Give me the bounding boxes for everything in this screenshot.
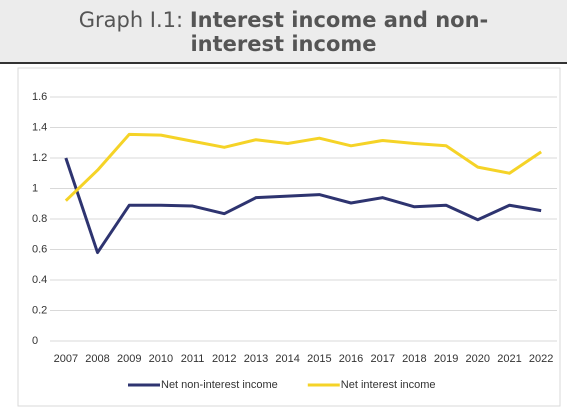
- title-text: Interest income and non-interest income: [189, 8, 489, 56]
- y-tick-label: 0: [32, 335, 38, 347]
- x-tick-label: 2022: [529, 353, 553, 365]
- line-series: [64, 157, 542, 255]
- x-tick-label: 2010: [149, 353, 173, 365]
- chart-title: Graph I.1: Interest income and non-inter…: [69, 8, 499, 56]
- y-tick-label: 1: [32, 182, 38, 194]
- x-tick-label: 2009: [117, 353, 141, 365]
- legend-label: Net non-interest income: [161, 379, 278, 391]
- x-tick-label: 2007: [54, 353, 78, 365]
- chart: 0 0.2 0.4 0.6 0.8 1 1.2 1.4 1.6 2007 2008 2009 2010 2…: [17, 67, 561, 407]
- x-tick-label: 2021: [497, 353, 521, 365]
- y-tick-label: 1.6: [32, 91, 47, 103]
- y-tick-label: 0.8: [32, 213, 47, 225]
- y-tick-label: 1.4: [32, 121, 47, 133]
- header: Graph I.1: Interest income and non-inter…: [0, 0, 567, 64]
- y-tick-label: 0.2: [32, 304, 47, 316]
- legend-label: Net interest income: [341, 379, 436, 391]
- x-tick-label: 2016: [339, 353, 363, 365]
- x-tick-label: 2012: [212, 353, 236, 365]
- x-tick-label: 2019: [434, 353, 458, 365]
- x-tick-label: 2014: [275, 353, 299, 365]
- y-tick-label: 0.6: [32, 243, 47, 255]
- x-tick-label: 2017: [370, 353, 394, 365]
- y-tick-label: 0.4: [32, 274, 47, 286]
- x-tick-label: 2020: [466, 353, 490, 365]
- line-series: [64, 132, 542, 202]
- y-tick-label: 1.2: [32, 152, 47, 164]
- x-tick-label: 2013: [244, 353, 268, 365]
- x-tick-label: 2018: [402, 353, 426, 365]
- title-label: Graph I.1:: [78, 8, 184, 32]
- x-tick-label: 2008: [85, 353, 109, 365]
- x-tick-label: 2011: [181, 353, 205, 365]
- x-tick-label: 2015: [307, 353, 331, 365]
- chart-frame: [17, 67, 561, 407]
